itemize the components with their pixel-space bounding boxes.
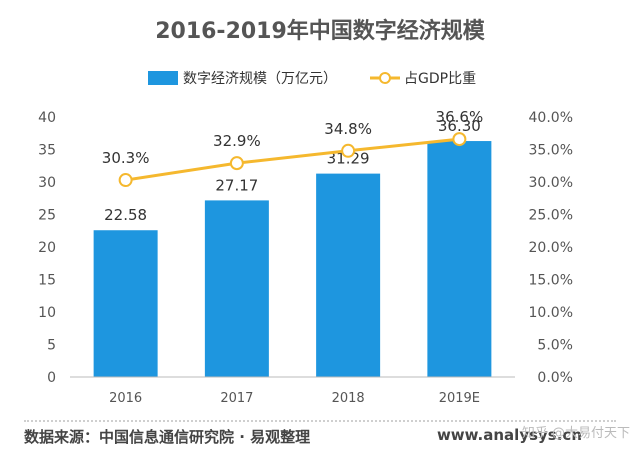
x-tick-label: 2019E	[439, 391, 480, 406]
y-right-tick-label: 5.0%	[537, 338, 573, 354]
y-left-tick-label: 20	[38, 240, 56, 256]
y-axis-left: 0 5 10 15 20 25 30 35 40	[38, 110, 56, 386]
y-right-tick-label: 15.0%	[529, 273, 573, 289]
y-right-tick-label: 40.0%	[529, 110, 573, 126]
legend-bar-label: 数字经济规模（万亿元）	[183, 71, 337, 87]
y-left-tick-label: 5	[47, 338, 56, 354]
y-left-tick-label: 10	[38, 305, 56, 321]
y-right-tick-label: 10.0%	[529, 305, 573, 321]
y-axis-right: 0.0% 5.0% 10.0% 15.0% 20.0% 25.0% 30.0% 35.0% 40…	[529, 110, 573, 386]
bar	[204, 200, 269, 377]
y-right-tick-label: 20.0%	[529, 240, 573, 256]
bar-value-label: 22.58	[104, 206, 147, 224]
bar-labels: 22.58 27.17 31.29 36.30	[104, 117, 481, 224]
chart-title: 2016-2019年中国数字经济规模	[155, 18, 486, 44]
legend-line-marker	[379, 72, 391, 84]
y-left-tick-label: 40	[38, 110, 56, 126]
bar-value-label: 31.29	[327, 150, 370, 168]
line-path	[125, 137, 460, 182]
x-axis: 2016 2017 2018 2019E	[109, 391, 480, 406]
bar	[427, 141, 492, 377]
legend-line-label: 占GDP比重	[404, 71, 476, 87]
y-right-tick-label: 25.0%	[529, 208, 573, 224]
y-left-tick-label: 35	[38, 143, 56, 159]
line-value-label: 32.9%	[213, 132, 261, 150]
x-tick-label: 2018	[332, 391, 365, 406]
data-source: 数据来源：中国信息通信研究院 · 易观整理	[24, 428, 311, 446]
legend: 数字经济规模（万亿元） 占GDP比重	[148, 71, 476, 87]
y-left-tick-label: 30	[38, 175, 56, 191]
footer-divider	[24, 420, 616, 422]
line-point	[452, 132, 467, 147]
y-right-tick-label: 0.0%	[537, 370, 573, 386]
y-left-tick-label: 0	[47, 370, 56, 386]
line-point	[341, 143, 356, 158]
line-value-label: 36.6%	[436, 108, 484, 126]
y-right-tick-label: 35.0%	[529, 143, 573, 159]
line-point	[229, 156, 244, 171]
bar-series	[93, 141, 492, 377]
bar	[316, 173, 381, 377]
y-left-tick-label: 25	[38, 208, 56, 224]
line-point	[118, 173, 133, 188]
chart-canvas: 2016-2019年中国数字经济规模 数字经济规模（万亿元） 占GDP比重 0 5…	[38, 18, 573, 406]
website-link[interactable]: www.analysys.cn	[436, 426, 582, 444]
line-series: 30.3% 32.9% 34.8% 36.6%	[102, 108, 484, 188]
bar	[93, 230, 158, 377]
bar-value-label: 36.30	[438, 117, 481, 135]
bar-value-label: 27.17	[215, 176, 258, 194]
y-right-tick-label: 30.0%	[529, 175, 573, 191]
line-value-label: 30.3%	[102, 149, 150, 167]
x-tick-label: 2017	[220, 391, 253, 406]
line-value-label: 34.8%	[324, 120, 372, 138]
legend-bar-swatch	[148, 71, 178, 85]
footer: 数据来源：中国信息通信研究院 · 易观整理 www.analysys.cn 知乎…	[0, 416, 640, 451]
x-tick-label: 2016	[109, 391, 142, 406]
watermark: 知乎 @大易付天下	[521, 426, 630, 441]
y-left-tick-label: 15	[38, 273, 56, 289]
